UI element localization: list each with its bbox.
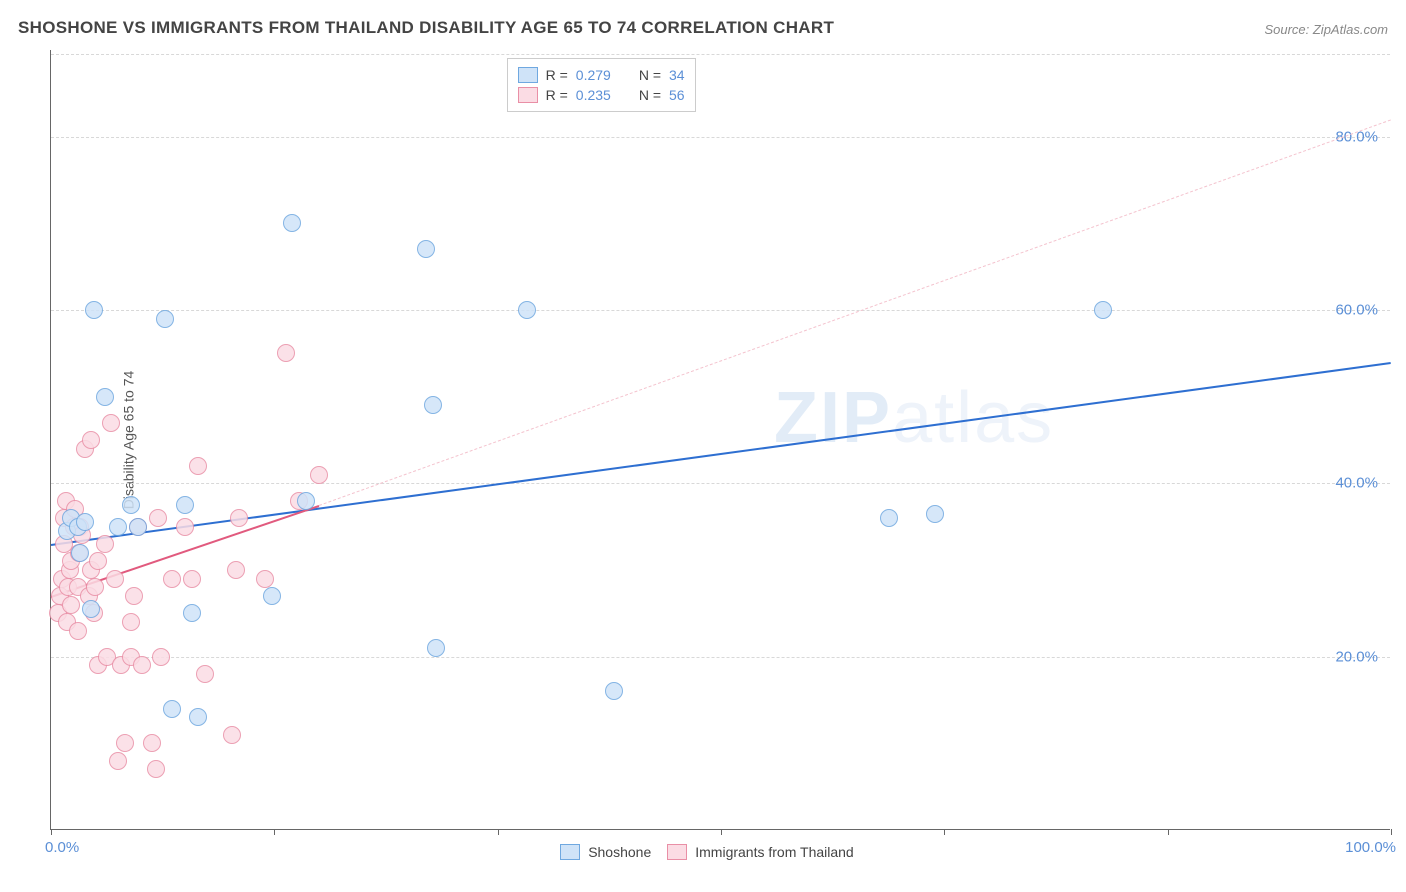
data-point — [76, 513, 94, 531]
x-axis-max-label: 100.0% — [1345, 839, 1396, 856]
data-point — [69, 622, 87, 640]
x-tick — [51, 829, 52, 835]
x-tick — [721, 829, 722, 835]
data-point — [147, 760, 165, 778]
data-point — [310, 466, 328, 484]
data-point — [263, 587, 281, 605]
data-point — [1094, 301, 1112, 319]
x-tick — [498, 829, 499, 835]
plot-area: Disability Age 65 to 74 ZIPatlas 20.0% 40… — [50, 50, 1390, 830]
data-point — [102, 414, 120, 432]
legend-n-label: N = — [639, 87, 661, 103]
data-point — [133, 656, 151, 674]
data-point — [880, 509, 898, 527]
gridline — [51, 310, 1390, 311]
data-point — [116, 734, 134, 752]
data-point — [86, 578, 104, 596]
data-point — [82, 431, 100, 449]
y-tick-label: 20.0% — [1335, 648, 1378, 665]
legend-r-value: 0.235 — [576, 87, 611, 103]
legend-item: Shoshone — [560, 842, 651, 862]
data-point — [189, 708, 207, 726]
data-point — [605, 682, 623, 700]
data-point — [109, 752, 127, 770]
data-point — [424, 396, 442, 414]
data-point — [109, 518, 127, 536]
x-axis-min-label: 0.0% — [45, 839, 79, 856]
data-point — [230, 509, 248, 527]
data-point — [106, 570, 124, 588]
y-axis-label: Disability Age 65 to 74 — [120, 370, 136, 509]
data-point — [223, 726, 241, 744]
x-tick — [1391, 829, 1392, 835]
legend-n-value: 56 — [669, 87, 685, 103]
series-legend: Shoshone Immigrants from Thailand — [560, 842, 854, 862]
data-point — [926, 505, 944, 523]
x-tick — [274, 829, 275, 835]
legend-n-value: 34 — [669, 67, 685, 83]
data-point — [518, 301, 536, 319]
x-tick — [944, 829, 945, 835]
data-point — [149, 509, 167, 527]
data-point — [163, 700, 181, 718]
correlation-legend: R = 0.279 N = 34 R = 0.235 N = 56 — [507, 58, 696, 112]
data-point — [189, 457, 207, 475]
legend-r-label: R = — [546, 67, 568, 83]
legend-r-label: R = — [546, 87, 568, 103]
data-point — [277, 344, 295, 362]
data-point — [143, 734, 161, 752]
gridline — [51, 657, 1390, 658]
legend-row: R = 0.235 N = 56 — [518, 85, 685, 105]
data-point — [85, 301, 103, 319]
gridline — [51, 54, 1390, 55]
legend-row: R = 0.279 N = 34 — [518, 65, 685, 85]
data-point — [156, 310, 174, 328]
data-point — [283, 214, 301, 232]
data-point — [427, 639, 445, 657]
data-point — [227, 561, 245, 579]
source-attribution: Source: ZipAtlas.com — [1264, 22, 1388, 37]
legend-series-name: Immigrants from Thailand — [695, 844, 853, 860]
trendline — [319, 119, 1391, 506]
legend-swatch — [560, 844, 580, 860]
data-point — [96, 535, 114, 553]
data-point — [183, 604, 201, 622]
gridline — [51, 483, 1390, 484]
data-point — [125, 587, 143, 605]
data-point — [96, 388, 114, 406]
trendline — [51, 362, 1391, 546]
data-point — [82, 600, 100, 618]
data-point — [163, 570, 181, 588]
legend-n-label: N = — [639, 67, 661, 83]
data-point — [71, 544, 89, 562]
y-tick-label: 60.0% — [1335, 302, 1378, 319]
watermark: ZIPatlas — [774, 377, 1054, 459]
data-point — [129, 518, 147, 536]
data-point — [89, 552, 107, 570]
legend-series-name: Shoshone — [588, 844, 651, 860]
data-point — [256, 570, 274, 588]
data-point — [122, 613, 140, 631]
legend-swatch — [518, 67, 538, 83]
data-point — [183, 570, 201, 588]
legend-swatch — [667, 844, 687, 860]
y-tick-label: 40.0% — [1335, 475, 1378, 492]
data-point — [152, 648, 170, 666]
data-point — [297, 492, 315, 510]
legend-r-value: 0.279 — [576, 67, 611, 83]
chart-title: SHOSHONE VS IMMIGRANTS FROM THAILAND DIS… — [18, 18, 834, 38]
data-point — [122, 496, 140, 514]
data-point — [417, 240, 435, 258]
data-point — [176, 496, 194, 514]
x-tick — [1168, 829, 1169, 835]
legend-swatch — [518, 87, 538, 103]
gridline — [51, 137, 1390, 138]
data-point — [176, 518, 194, 536]
legend-item: Immigrants from Thailand — [667, 842, 853, 862]
data-point — [62, 596, 80, 614]
data-point — [196, 665, 214, 683]
